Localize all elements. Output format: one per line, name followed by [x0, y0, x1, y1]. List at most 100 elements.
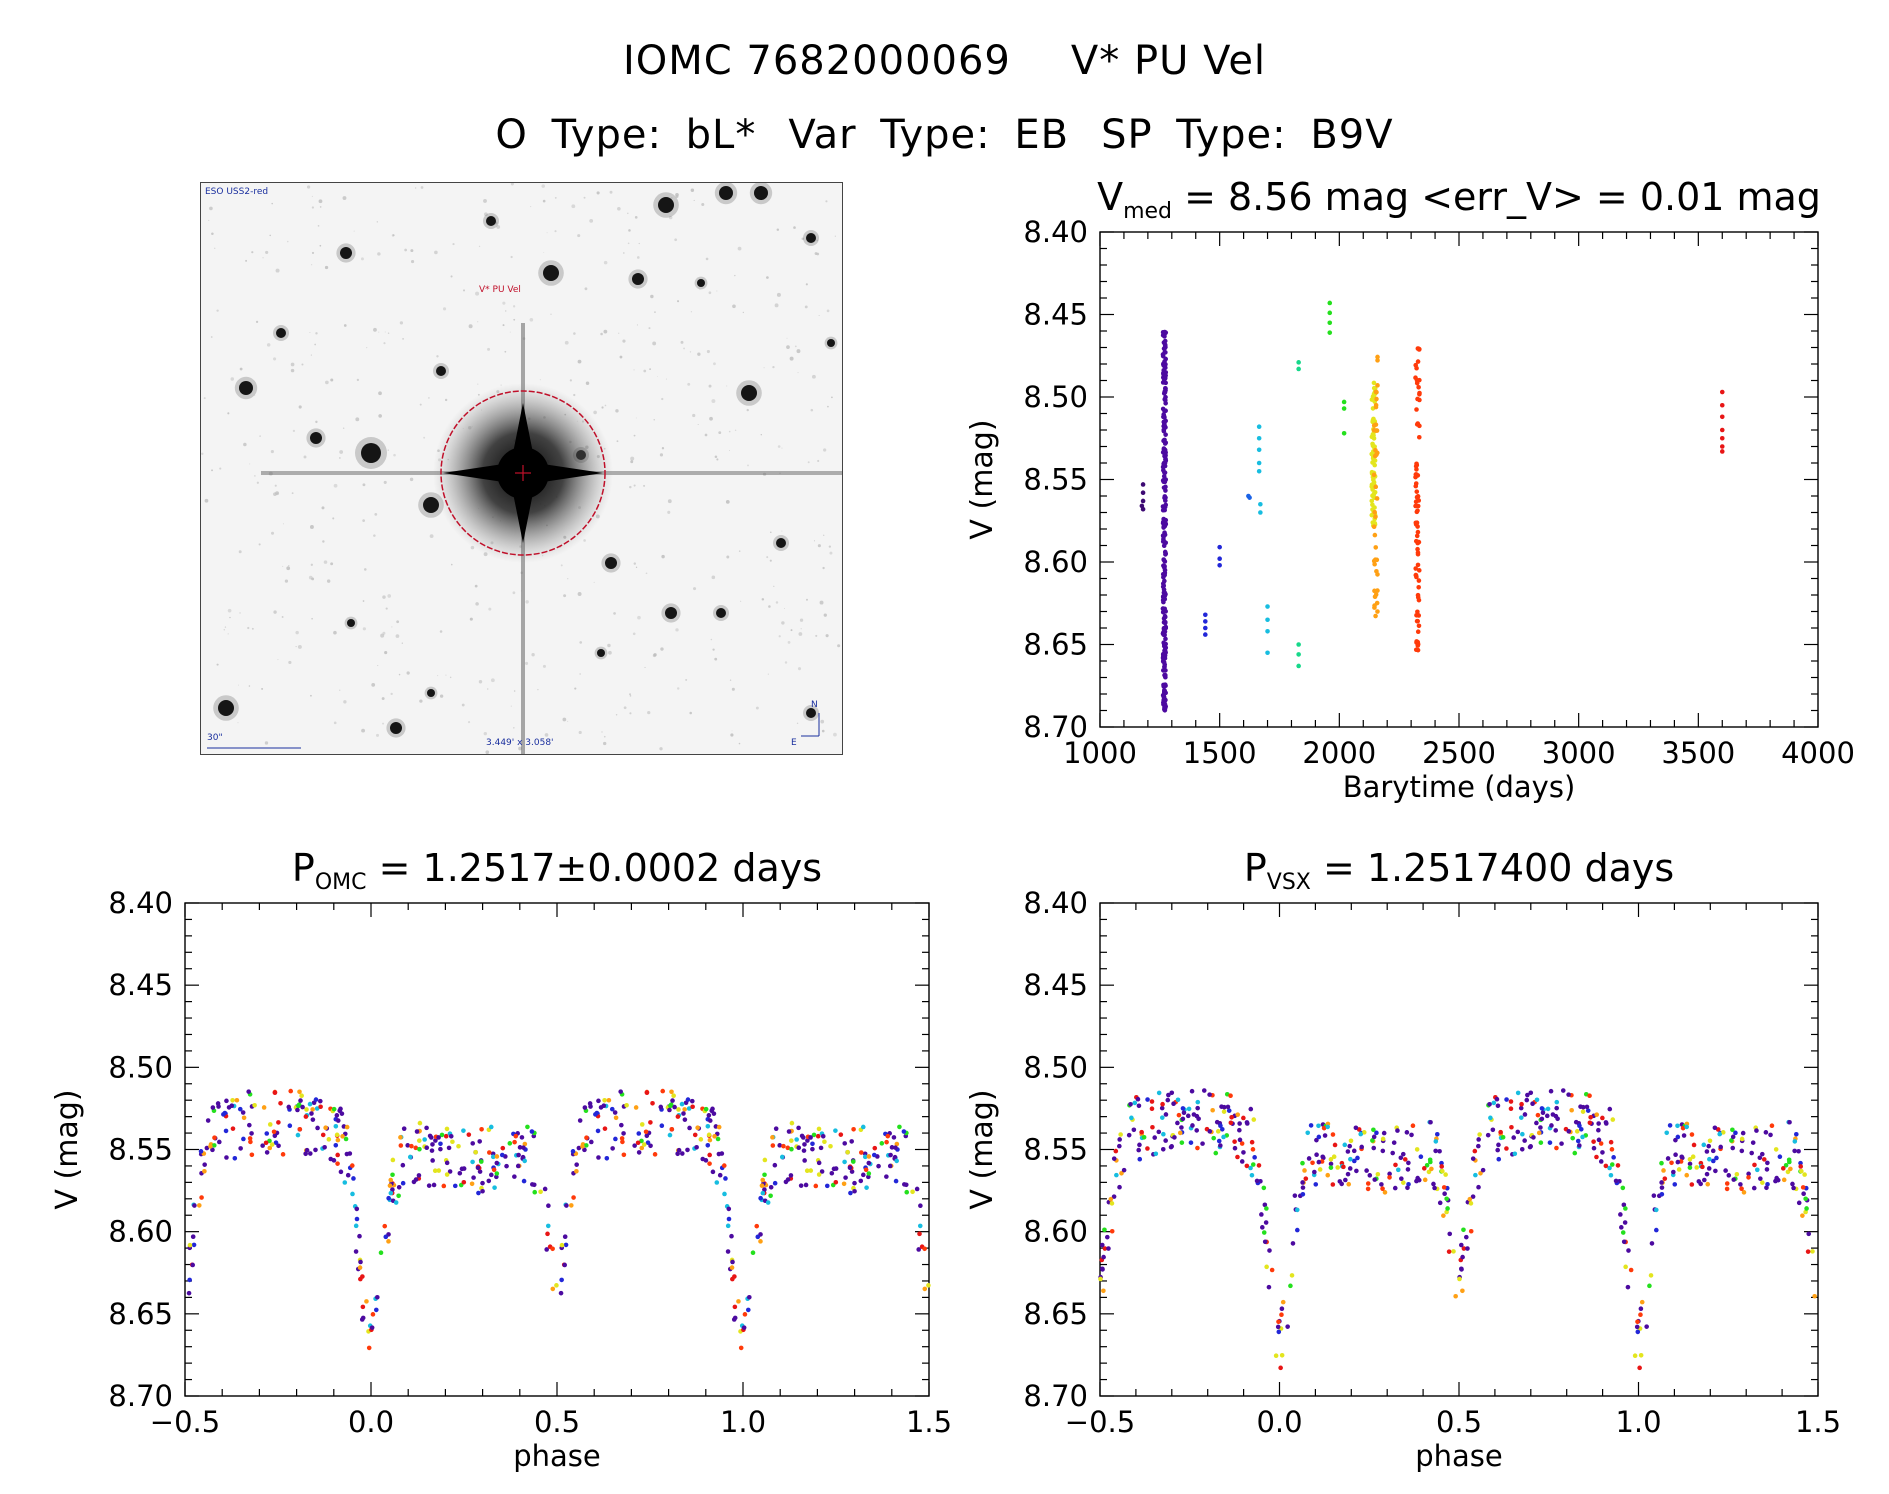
data-point [1314, 1152, 1319, 1158]
data-point [1160, 659, 1166, 664]
data-point [682, 1107, 687, 1112]
data-point [1515, 1090, 1521, 1096]
data-point [1327, 300, 1333, 306]
data-point [515, 1131, 520, 1136]
sky-speckle [265, 250, 269, 254]
data-point [1162, 463, 1168, 469]
sky-speckle [378, 331, 380, 333]
data-point [675, 1114, 681, 1119]
data-point [1528, 1144, 1534, 1149]
sky-speckle [324, 265, 329, 270]
sky-speckle [762, 472, 767, 476]
data-point [659, 1107, 664, 1112]
data-point [1609, 1147, 1615, 1152]
data-point [1370, 507, 1375, 512]
data-point [1162, 702, 1168, 707]
data-point [344, 1151, 350, 1157]
sky-speckle [452, 243, 455, 246]
data-point [1596, 1137, 1602, 1143]
data-point [1161, 370, 1166, 375]
sky-speckle [356, 378, 360, 382]
data-point [1790, 1181, 1795, 1187]
data-point [1280, 1299, 1286, 1305]
data-point [447, 1131, 453, 1136]
data-point [696, 1126, 702, 1131]
data-point [426, 1183, 432, 1188]
data-point [1162, 563, 1167, 569]
data-point [416, 1129, 422, 1134]
data-point [1373, 484, 1379, 490]
data-point [1632, 1353, 1638, 1359]
data-point [1294, 1207, 1300, 1213]
data-point [1404, 1130, 1410, 1135]
data-point [621, 1104, 627, 1109]
sky-speckle [670, 197, 673, 200]
sky-speckle [746, 408, 749, 412]
data-point [211, 1108, 217, 1113]
data-point [202, 1162, 207, 1167]
y-tick-label: 8.40 [1023, 215, 1088, 249]
data-point [1179, 1125, 1184, 1130]
sky-speckle [711, 399, 716, 404]
data-point [357, 1257, 363, 1263]
data-point [1229, 1114, 1234, 1120]
data-point [785, 1145, 791, 1151]
data-point [1764, 1167, 1770, 1172]
sky-speckle [390, 692, 393, 696]
data-point [1162, 390, 1168, 395]
data-point [191, 1202, 197, 1208]
sky-speckle [768, 605, 771, 608]
sky-speckle [530, 206, 532, 208]
data-point [1588, 1114, 1593, 1120]
data-point [1277, 1318, 1282, 1324]
data-point [1761, 1157, 1767, 1162]
plot-frame [1099, 231, 1819, 728]
data-point [1365, 1186, 1371, 1192]
sky-speckle [295, 630, 299, 635]
data-point [1675, 1123, 1680, 1129]
data-point [1327, 310, 1333, 316]
data-point [1163, 365, 1168, 371]
data-point [1255, 1180, 1261, 1186]
sky-speckle [650, 294, 654, 299]
data-point [726, 1206, 732, 1212]
data-point [1414, 472, 1419, 477]
data-point [1161, 694, 1167, 700]
data-point [416, 1138, 422, 1143]
data-point [762, 1198, 768, 1204]
data-point [1414, 489, 1420, 494]
x-axis-label: phase [513, 1439, 601, 1473]
data-point [729, 1233, 734, 1239]
data-point [1622, 1220, 1628, 1225]
data-point [1461, 1227, 1466, 1233]
data-point [1156, 1090, 1162, 1096]
sky-speckle [420, 186, 424, 189]
sky-speckle [377, 252, 381, 256]
data-point [833, 1166, 839, 1171]
data-point [1649, 1241, 1655, 1246]
data-point [762, 1172, 767, 1178]
data-point [761, 1181, 766, 1187]
data-point [1534, 1097, 1540, 1103]
data-point [1230, 1121, 1235, 1126]
data-point [710, 1169, 716, 1175]
sky-speckle [239, 612, 241, 614]
data-point [1421, 1166, 1427, 1171]
data-point [703, 1158, 709, 1163]
data-point [1162, 590, 1168, 596]
data-point [1160, 329, 1166, 335]
data-point [422, 1144, 427, 1149]
data-point [1370, 432, 1376, 438]
data-point [1140, 490, 1146, 496]
sky-speckle [668, 215, 673, 220]
data-point [1160, 571, 1166, 577]
sky-speckle [622, 252, 625, 254]
data-point [358, 1259, 363, 1265]
sky-speckle [502, 324, 505, 327]
data-point [296, 1102, 302, 1107]
plot-frame [1099, 902, 1819, 1397]
data-point [1162, 539, 1167, 545]
data-point [1372, 514, 1378, 520]
data-point [1803, 1185, 1809, 1191]
sky-speckle [382, 631, 386, 635]
